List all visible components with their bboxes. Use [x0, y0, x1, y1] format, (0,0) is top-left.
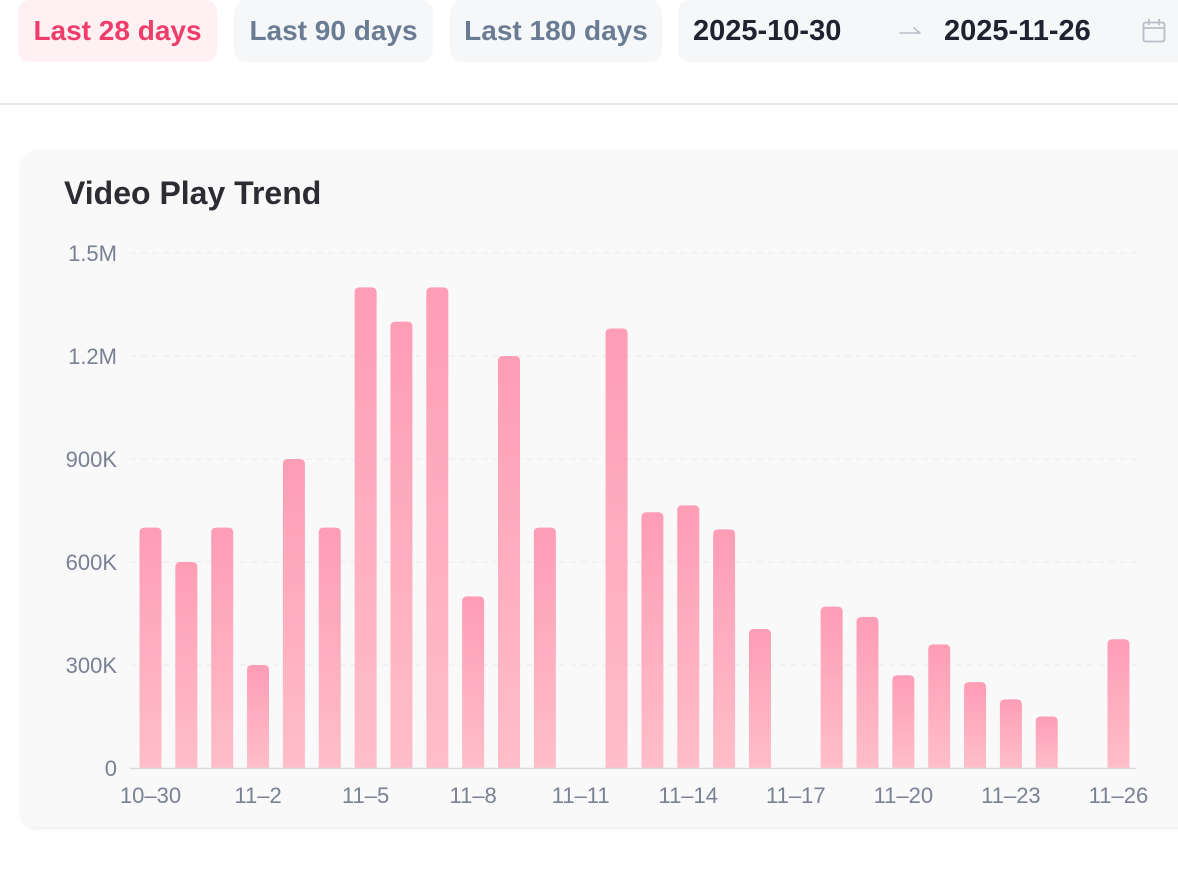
bar-11-16[interactable] [748, 628, 771, 768]
bar-10-30[interactable] [139, 527, 162, 768]
bar-11-5[interactable] [354, 287, 377, 768]
x-tick-label: 11–17 [766, 783, 826, 808]
y-tick-label: 600K [66, 550, 118, 575]
range-180-days-button[interactable]: Last 180 days [450, 0, 662, 62]
x-tick-label: 11–14 [658, 783, 718, 808]
x-tick-label: 11–20 [874, 783, 934, 808]
arrow-right-icon [899, 27, 921, 34]
y-tick-label: 0 [105, 756, 117, 781]
bar-11-1[interactable] [211, 527, 234, 768]
start-date-input[interactable]: 2025-10-30 [693, 14, 842, 47]
bar-11-4[interactable] [318, 527, 341, 768]
y-tick-label: 1.2M [68, 344, 117, 369]
bar-11-3[interactable] [282, 459, 305, 768]
calendar-icon[interactable] [1141, 18, 1167, 44]
filter-toolbar: Last 28 days Last 90 days Last 180 days … [0, 0, 1178, 105]
bar-11-6[interactable] [390, 321, 413, 768]
range-28-days-button[interactable]: Last 28 days [18, 0, 217, 62]
bar-11-7[interactable] [426, 287, 449, 768]
bar-11-22[interactable] [964, 682, 987, 768]
bar-11-23[interactable] [999, 699, 1022, 768]
bar-11-10[interactable] [533, 527, 556, 768]
x-tick-label: 10–30 [120, 783, 181, 808]
x-tick-label: 11–5 [342, 783, 389, 808]
y-tick-label: 300K [66, 653, 118, 678]
x-tick-label: 11–8 [449, 783, 496, 808]
x-tick-label: 11–26 [1089, 783, 1149, 808]
bar-11-12[interactable] [605, 328, 628, 768]
bar-11-13[interactable] [641, 512, 664, 768]
bar-11-14[interactable] [677, 505, 700, 768]
bar-11-20[interactable] [892, 675, 915, 768]
bar-11-9[interactable] [498, 356, 520, 768]
chart-title: Video Play Trend [64, 175, 322, 211]
bar-11-2[interactable] [247, 665, 270, 768]
date-range-picker[interactable]: 2025-10-30 2025-11-26 [678, 0, 1178, 62]
x-tick-label: 11–2 [234, 783, 281, 808]
bar-11-18[interactable] [820, 606, 843, 768]
bar-11-19[interactable] [856, 616, 879, 768]
bar-11-21[interactable] [928, 644, 951, 768]
x-tick-label: 11–23 [981, 783, 1041, 808]
y-tick-label: 900K [66, 447, 118, 472]
y-tick-label: 1.5M [68, 241, 117, 266]
bar-11-24[interactable] [1035, 716, 1058, 769]
bar-11-15[interactable] [713, 529, 736, 768]
bar-11-26[interactable] [1107, 639, 1130, 768]
bar-10-31[interactable] [175, 562, 198, 768]
end-date-input[interactable]: 2025-11-26 [944, 14, 1091, 47]
range-90-days-button[interactable]: Last 90 days [234, 0, 433, 62]
bar-11-8[interactable] [462, 596, 485, 768]
x-tick-label: 11–11 [552, 783, 610, 808]
